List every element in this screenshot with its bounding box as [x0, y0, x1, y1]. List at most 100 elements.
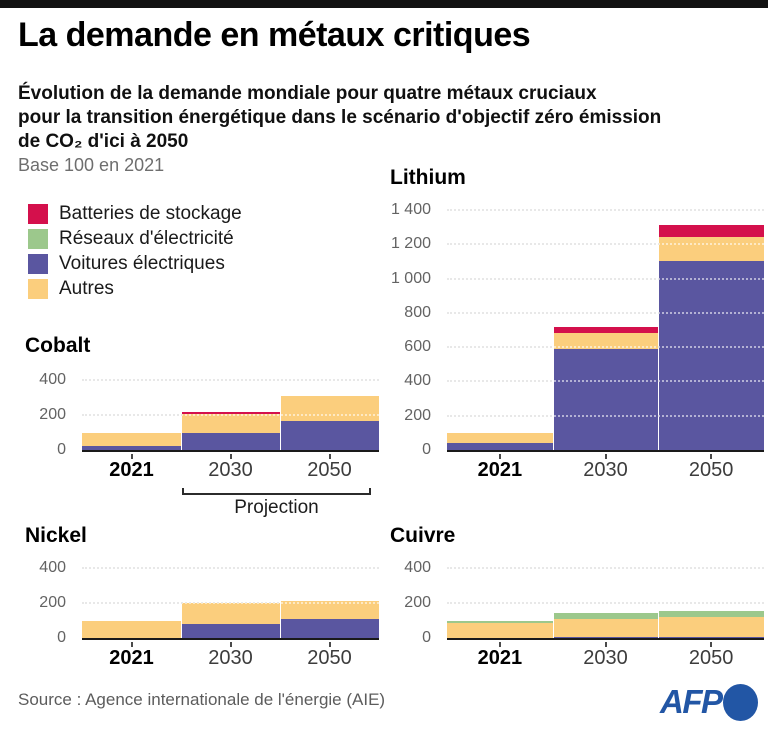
- projection-bracket: [182, 488, 371, 495]
- y-axis-tick-label: 1 200: [390, 235, 431, 253]
- legend-label: Réseaux d'électricité: [59, 227, 234, 249]
- x-axis-labels: 2021 2030 2050: [447, 647, 764, 673]
- legend-label: Batteries de stockage: [59, 202, 242, 224]
- gridline-overlay: [447, 567, 764, 569]
- y-axis: 0 200 400: [12, 559, 74, 646]
- chart-cuivre: Cuivre 0 200 400 2021 2030 2050: [390, 524, 764, 669]
- x-axis-tick: [710, 642, 713, 647]
- gridline-overlay: [447, 243, 764, 246]
- afp-logo-text: AFP: [660, 683, 723, 720]
- legend-label: Voitures électriques: [59, 252, 225, 274]
- chart-title-nickel: Nickel: [25, 524, 87, 547]
- x-axis-tick: [498, 642, 501, 647]
- chart-title-cuivre: Cuivre: [390, 524, 456, 547]
- gridline-overlay: [447, 380, 764, 383]
- page-title: La demande en métaux critiques: [18, 16, 531, 54]
- y-axis-tick-label: 0: [57, 441, 66, 458]
- gridline-overlay: [447, 311, 764, 314]
- x-axis-labels: 2021 2030 2050: [82, 459, 379, 485]
- bar-segment: [182, 432, 280, 450]
- bar-segment: [281, 601, 379, 620]
- y-axis-tick-label: 0: [57, 629, 66, 646]
- y-axis: 0 200 400: [12, 371, 74, 458]
- x-axis-tick: [130, 642, 133, 647]
- bar-segment: [182, 414, 280, 433]
- gridline-overlay: [82, 602, 379, 604]
- bar-segment: [281, 421, 379, 450]
- legend-label: Autres: [59, 277, 114, 299]
- legend-item-batteries: Batteries de stockage: [28, 201, 242, 226]
- y-axis-tick-label: 200: [39, 406, 66, 423]
- y-axis-tick-label: 400: [39, 559, 66, 576]
- y-axis: 0 200 400 600 800 1 000 1 200 1 400: [377, 201, 439, 458]
- bar-segment: [182, 603, 280, 625]
- bar-segment: [553, 612, 659, 619]
- bar-segment: [447, 443, 553, 450]
- legend-item-voitures: Voitures électriques: [28, 251, 242, 276]
- chart-lithium: Lithium 0 200 400 600 800 1 000 1 200 1 400 202…: [390, 166, 764, 481]
- x-axis-tick: [710, 454, 713, 459]
- y-axis-tick-label: 0: [422, 441, 431, 458]
- bar-segment: [659, 616, 764, 618]
- x-axis-label: 2050: [307, 459, 352, 481]
- gridline-overlay: [447, 602, 764, 604]
- legend-item-autres: Autres: [28, 276, 242, 301]
- x-axis-label: 2021: [109, 647, 154, 669]
- plot-area: [82, 567, 379, 647]
- plot-area: [447, 567, 764, 647]
- y-axis-tick-label: 400: [39, 371, 66, 388]
- plot-area: [82, 379, 379, 459]
- legend-swatch-batteries: [28, 203, 48, 224]
- subtitle-line-2: pour la transition énergétique dans le s…: [18, 107, 662, 128]
- x-axis-label: 2021: [477, 459, 523, 481]
- x-axis-tick: [604, 642, 607, 647]
- y-axis-tick-label: 200: [404, 594, 431, 611]
- bar-segment: [659, 636, 764, 638]
- bar-segment: [659, 237, 764, 262]
- bar-segment: [281, 395, 379, 422]
- y-axis-tick-label: 400: [404, 372, 431, 390]
- bar-segment: [447, 622, 553, 638]
- x-axis-label: 2030: [208, 459, 253, 481]
- subtitle-line-1: Évolution de la demande mondiale pour qu…: [18, 83, 597, 104]
- x-axis-label: 2030: [583, 647, 628, 669]
- gridline-overlay: [447, 346, 764, 349]
- afp-logo-circle-icon: [722, 683, 758, 721]
- bar-segment: [447, 620, 553, 623]
- bar-segment: [281, 619, 379, 638]
- x-axis-tick: [604, 454, 607, 459]
- bar-segment: [82, 620, 181, 638]
- x-axis-label: 2030: [583, 459, 628, 481]
- bar-segment: [659, 261, 764, 450]
- x-axis-labels: 2021 2030 2050: [82, 647, 379, 673]
- bar-segment: [659, 617, 764, 637]
- x-axis-label: 2030: [208, 647, 253, 669]
- x-axis-label: 2050: [307, 647, 352, 669]
- x-axis-tick: [229, 454, 232, 459]
- y-axis-tick-label: 800: [404, 303, 431, 321]
- legend: Batteries de stockage Réseaux d'électric…: [28, 201, 242, 301]
- subtitle-line-3: de CO₂ d'ici à 2050: [18, 131, 189, 152]
- bar-segment: [659, 610, 764, 617]
- gridline-overlay: [447, 277, 764, 280]
- chart-cobalt: Cobalt 0 200 400 2021 2030 2050 Projection: [25, 334, 379, 518]
- y-axis-tick-label: 0: [422, 629, 431, 646]
- bar-segment: [447, 432, 553, 444]
- afp-logo: AFP: [660, 683, 758, 721]
- source-note: Source : Agence internationale de l'éner…: [18, 690, 386, 709]
- bar-segment: [553, 619, 659, 638]
- x-axis-label: 2021: [477, 647, 523, 669]
- x-axis-labels: 2021 2030 2050: [447, 459, 764, 485]
- x-axis-tick: [130, 454, 133, 459]
- legend-swatch-voitures: [28, 253, 48, 274]
- gridline-overlay: [447, 209, 764, 211]
- subtitle: Évolution de la demande mondiale pour qu…: [18, 82, 661, 154]
- gridline-overlay: [82, 414, 379, 416]
- x-axis-tick: [328, 454, 331, 459]
- gridline-overlay: [447, 414, 764, 417]
- gridline-overlay: [82, 379, 379, 381]
- legend-swatch-reseaux: [28, 228, 48, 249]
- bar-segment: [182, 624, 280, 638]
- bar-segment: [553, 637, 659, 638]
- top-black-bar: [0, 0, 768, 8]
